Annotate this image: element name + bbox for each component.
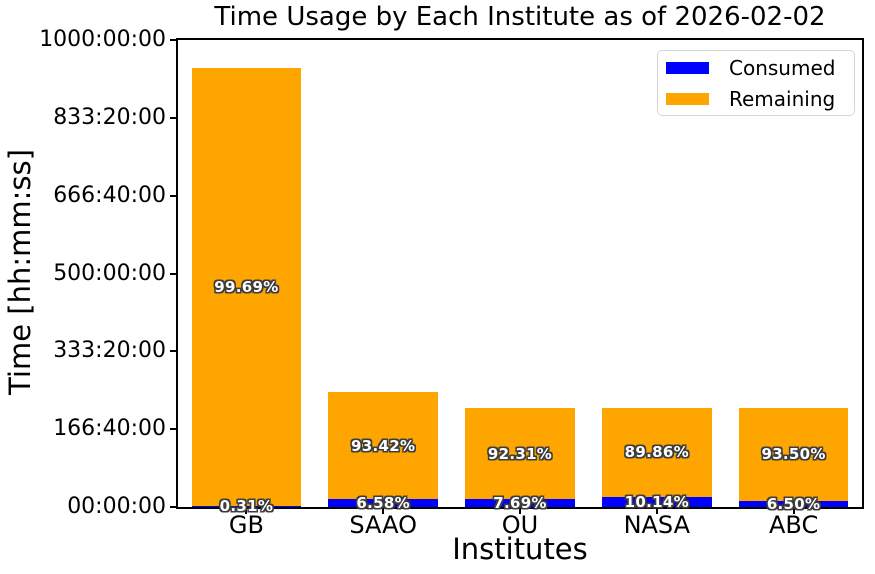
plot-area: 00:00:00 166:40:00 333:20:00 500:00:00 666:4… <box>39 29 864 537</box>
bar-segment-remaining <box>602 408 712 497</box>
bar-segment-remaining <box>191 68 302 506</box>
y-tick-mark <box>170 39 176 41</box>
x-tick-label: NASA <box>623 511 691 539</box>
y-tick-mark <box>170 506 176 508</box>
x-tick-mark <box>655 509 658 514</box>
consumed-pct-label: 0.31% <box>219 497 274 516</box>
legend-label-consumed: Consumed <box>729 55 836 80</box>
bar-segment-consumed <box>602 496 712 507</box>
x-tick-label: SAAO <box>349 511 418 539</box>
remaining-pct-label: 99.69% <box>214 277 279 296</box>
x-tick-mark <box>792 509 795 514</box>
bar-segment-consumed <box>465 499 575 507</box>
y-tick-label: 500:00:00 <box>53 260 166 286</box>
y-tick-label: 1000:00:00 <box>39 27 166 52</box>
bar-segment-remaining <box>738 408 849 501</box>
bar-segment-consumed <box>328 499 438 507</box>
x-tick-label: OU <box>501 511 539 539</box>
y-tick-label: 666:40:00 <box>53 182 166 208</box>
x-tick-mark <box>519 509 521 514</box>
bar-segment-consumed <box>191 505 302 507</box>
remaining-color-swatch <box>666 92 709 105</box>
x-tick-label: ABC <box>768 511 819 539</box>
y-tick-mark <box>170 272 176 275</box>
y-axis-label-container: Time [hh:mm:ss] <box>0 38 40 505</box>
x-axis-label: Institutes <box>452 532 588 566</box>
consumed-pct-label: 7.69% <box>493 494 547 513</box>
consumed-pct-label: 10.14% <box>624 492 689 511</box>
y-tick-label: 333:20:00 <box>53 338 166 364</box>
x-tick-label: GB <box>228 511 264 539</box>
y-tick-mark <box>170 194 176 197</box>
chart-title: Time Usage by Each Institute as of 2026-… <box>214 2 826 32</box>
bar-segment-consumed <box>738 500 849 507</box>
y-tick-label: 166:40:00 <box>53 416 166 442</box>
consumed-pct-label: 6.50% <box>766 494 821 513</box>
remaining-pct-label: 92.31% <box>487 444 553 463</box>
consumed-pct-label: 6.58% <box>356 494 410 513</box>
y-tick-label: 833:20:00 <box>53 104 166 130</box>
y-tick-label: 00:00:00 <box>67 494 166 519</box>
y-axis-label: Time [hh:mm:ss] <box>3 148 37 395</box>
y-tick-mark <box>170 428 176 431</box>
remaining-pct-label: 89.86% <box>624 443 689 462</box>
bar-segment-remaining <box>328 392 438 500</box>
legend-item-consumed: Consumed <box>666 56 854 80</box>
remaining-pct-label: 93.42% <box>351 436 416 455</box>
y-tick-mark <box>170 116 176 119</box>
x-tick-mark <box>382 509 385 514</box>
bar-segment-remaining <box>465 408 575 500</box>
legend-item-remaining: Remaining <box>666 87 854 111</box>
y-tick-mark <box>170 350 176 353</box>
remaining-pct-label: 93.50% <box>761 445 826 464</box>
legend-label-remaining: Remaining <box>729 86 836 111</box>
x-tick-mark <box>245 509 248 514</box>
legend: Consumed Remaining <box>657 50 855 116</box>
consumed-color-swatch <box>666 61 709 74</box>
